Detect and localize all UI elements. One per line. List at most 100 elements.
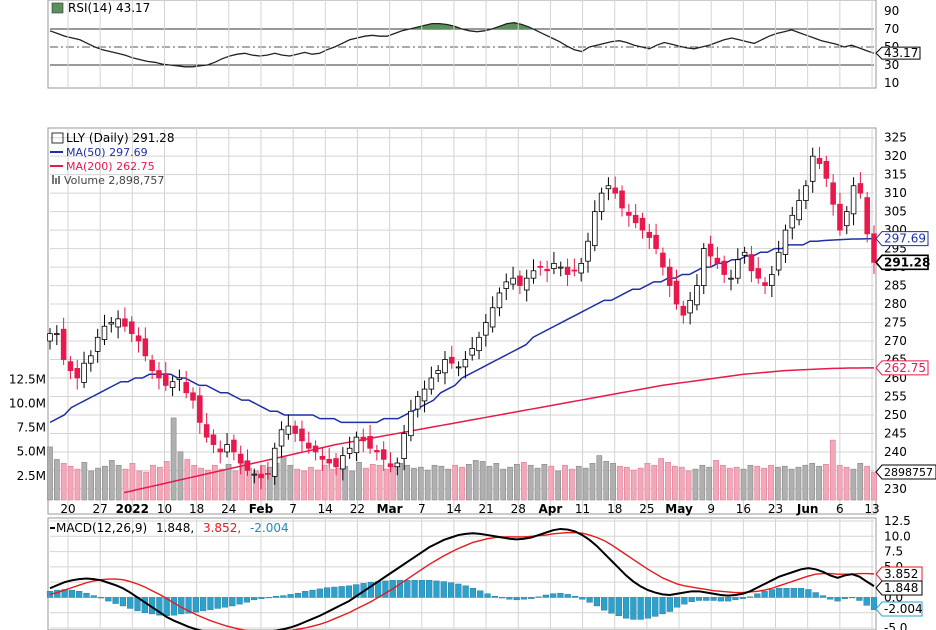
x-tick-label: 18 — [189, 502, 204, 516]
macd-histogram-bar — [141, 597, 148, 613]
macd-histogram-bar — [513, 597, 520, 601]
candle — [605, 185, 612, 190]
candle — [619, 190, 625, 209]
candle — [292, 425, 298, 434]
macd-histogram-bar — [83, 592, 90, 598]
x-tick-label: 24 — [221, 502, 236, 516]
volume-bar — [726, 467, 733, 501]
macd-histogram-bar — [790, 588, 797, 598]
volume-y-tick: 10.0M — [9, 396, 46, 410]
macd-histogram-bar — [97, 597, 105, 599]
macd-histogram-bar — [797, 588, 805, 598]
candle — [741, 251, 748, 256]
volume-bar — [115, 464, 122, 501]
candle — [169, 381, 176, 389]
candle — [278, 429, 285, 447]
macd-histogram-bar — [258, 597, 265, 599]
candle — [830, 182, 836, 205]
volume-bar — [527, 464, 534, 501]
candle — [197, 395, 203, 423]
macd-histogram-bar — [586, 597, 593, 603]
macd-histogram-bar — [382, 580, 389, 598]
macd-histogram-bar — [681, 597, 688, 605]
macd-histogram-bar — [236, 597, 243, 605]
volume-bar — [720, 464, 726, 501]
volume-bar — [108, 460, 115, 501]
volume-bar — [95, 467, 101, 501]
macd-histogram-bar — [615, 597, 622, 616]
volume-bar — [294, 468, 301, 501]
candle — [299, 428, 305, 442]
volume-bar — [328, 468, 335, 501]
volume-bar — [775, 466, 781, 501]
macd-histogram-bar — [112, 597, 119, 604]
macd-histogram-bar — [601, 597, 608, 611]
candle — [585, 240, 591, 262]
volume-bar — [102, 465, 108, 501]
x-tick-label: 7 — [289, 502, 297, 516]
candle — [94, 336, 101, 352]
volume-bar — [177, 451, 184, 501]
volume-bar — [397, 463, 404, 501]
macd-histogram-bar — [105, 597, 112, 602]
candle — [360, 436, 367, 442]
candle — [374, 450, 380, 453]
volume-bar — [637, 467, 644, 501]
candle — [394, 462, 401, 468]
volume-bar — [342, 465, 349, 501]
candle — [210, 434, 217, 445]
candle — [408, 410, 414, 437]
x-tick-label: 6 — [836, 502, 844, 516]
volume-bar — [424, 469, 431, 501]
x-tick-label: 11 — [575, 502, 590, 516]
candle — [537, 265, 544, 268]
price-y-tick: 230 — [884, 482, 907, 496]
macd-y-tick: -5.0 — [884, 621, 907, 630]
price-last-label: 291.28 — [884, 255, 930, 269]
x-tick-label: 13 — [864, 502, 879, 516]
volume-bar — [191, 464, 198, 501]
candle — [557, 266, 564, 269]
price-y-tick: 250 — [884, 408, 907, 422]
volume-bar — [356, 462, 362, 501]
candle — [857, 183, 864, 194]
x-tick-label: 18 — [607, 502, 622, 516]
volume-bar — [534, 467, 541, 501]
x-tick-label: Jun — [796, 502, 819, 516]
candle — [142, 338, 149, 357]
volume-bar — [672, 465, 678, 501]
candle — [775, 251, 782, 271]
candle — [135, 335, 142, 342]
candle — [251, 473, 258, 476]
rsi-y-tick: 10 — [884, 76, 899, 90]
price-y-tick: 285 — [884, 279, 907, 293]
candle — [462, 359, 469, 368]
volume-bar — [308, 466, 314, 501]
macd-histogram-bar — [324, 587, 331, 598]
candle — [653, 234, 659, 250]
candle — [190, 392, 196, 401]
volume-bar — [575, 465, 582, 501]
macd-histogram-bar — [571, 596, 579, 598]
candle — [571, 269, 578, 272]
volume-legend: Volume 2,898,757 — [64, 174, 164, 187]
rsi-y-tick: 90 — [884, 4, 899, 18]
macd-y-tick: 12.5 — [884, 514, 911, 528]
macd-histogram-bar — [76, 591, 83, 598]
volume-bar — [500, 468, 507, 501]
macd-histogram-bar — [411, 580, 418, 598]
macd-histogram-bar — [440, 581, 447, 598]
volume-bar — [136, 470, 143, 501]
volume-bar — [266, 466, 273, 501]
volume-bar — [314, 469, 321, 501]
candle — [714, 257, 721, 264]
rsi-panel — [47, 0, 877, 89]
macd-last-box — [875, 601, 923, 617]
volume-bar — [781, 465, 788, 501]
volume-bar — [253, 470, 259, 501]
macd-histogram-bar — [776, 588, 783, 598]
macd-histogram-bar — [695, 597, 703, 601]
macd-histogram-bar — [163, 597, 170, 616]
volume-bar — [562, 464, 568, 501]
candle — [449, 356, 455, 364]
